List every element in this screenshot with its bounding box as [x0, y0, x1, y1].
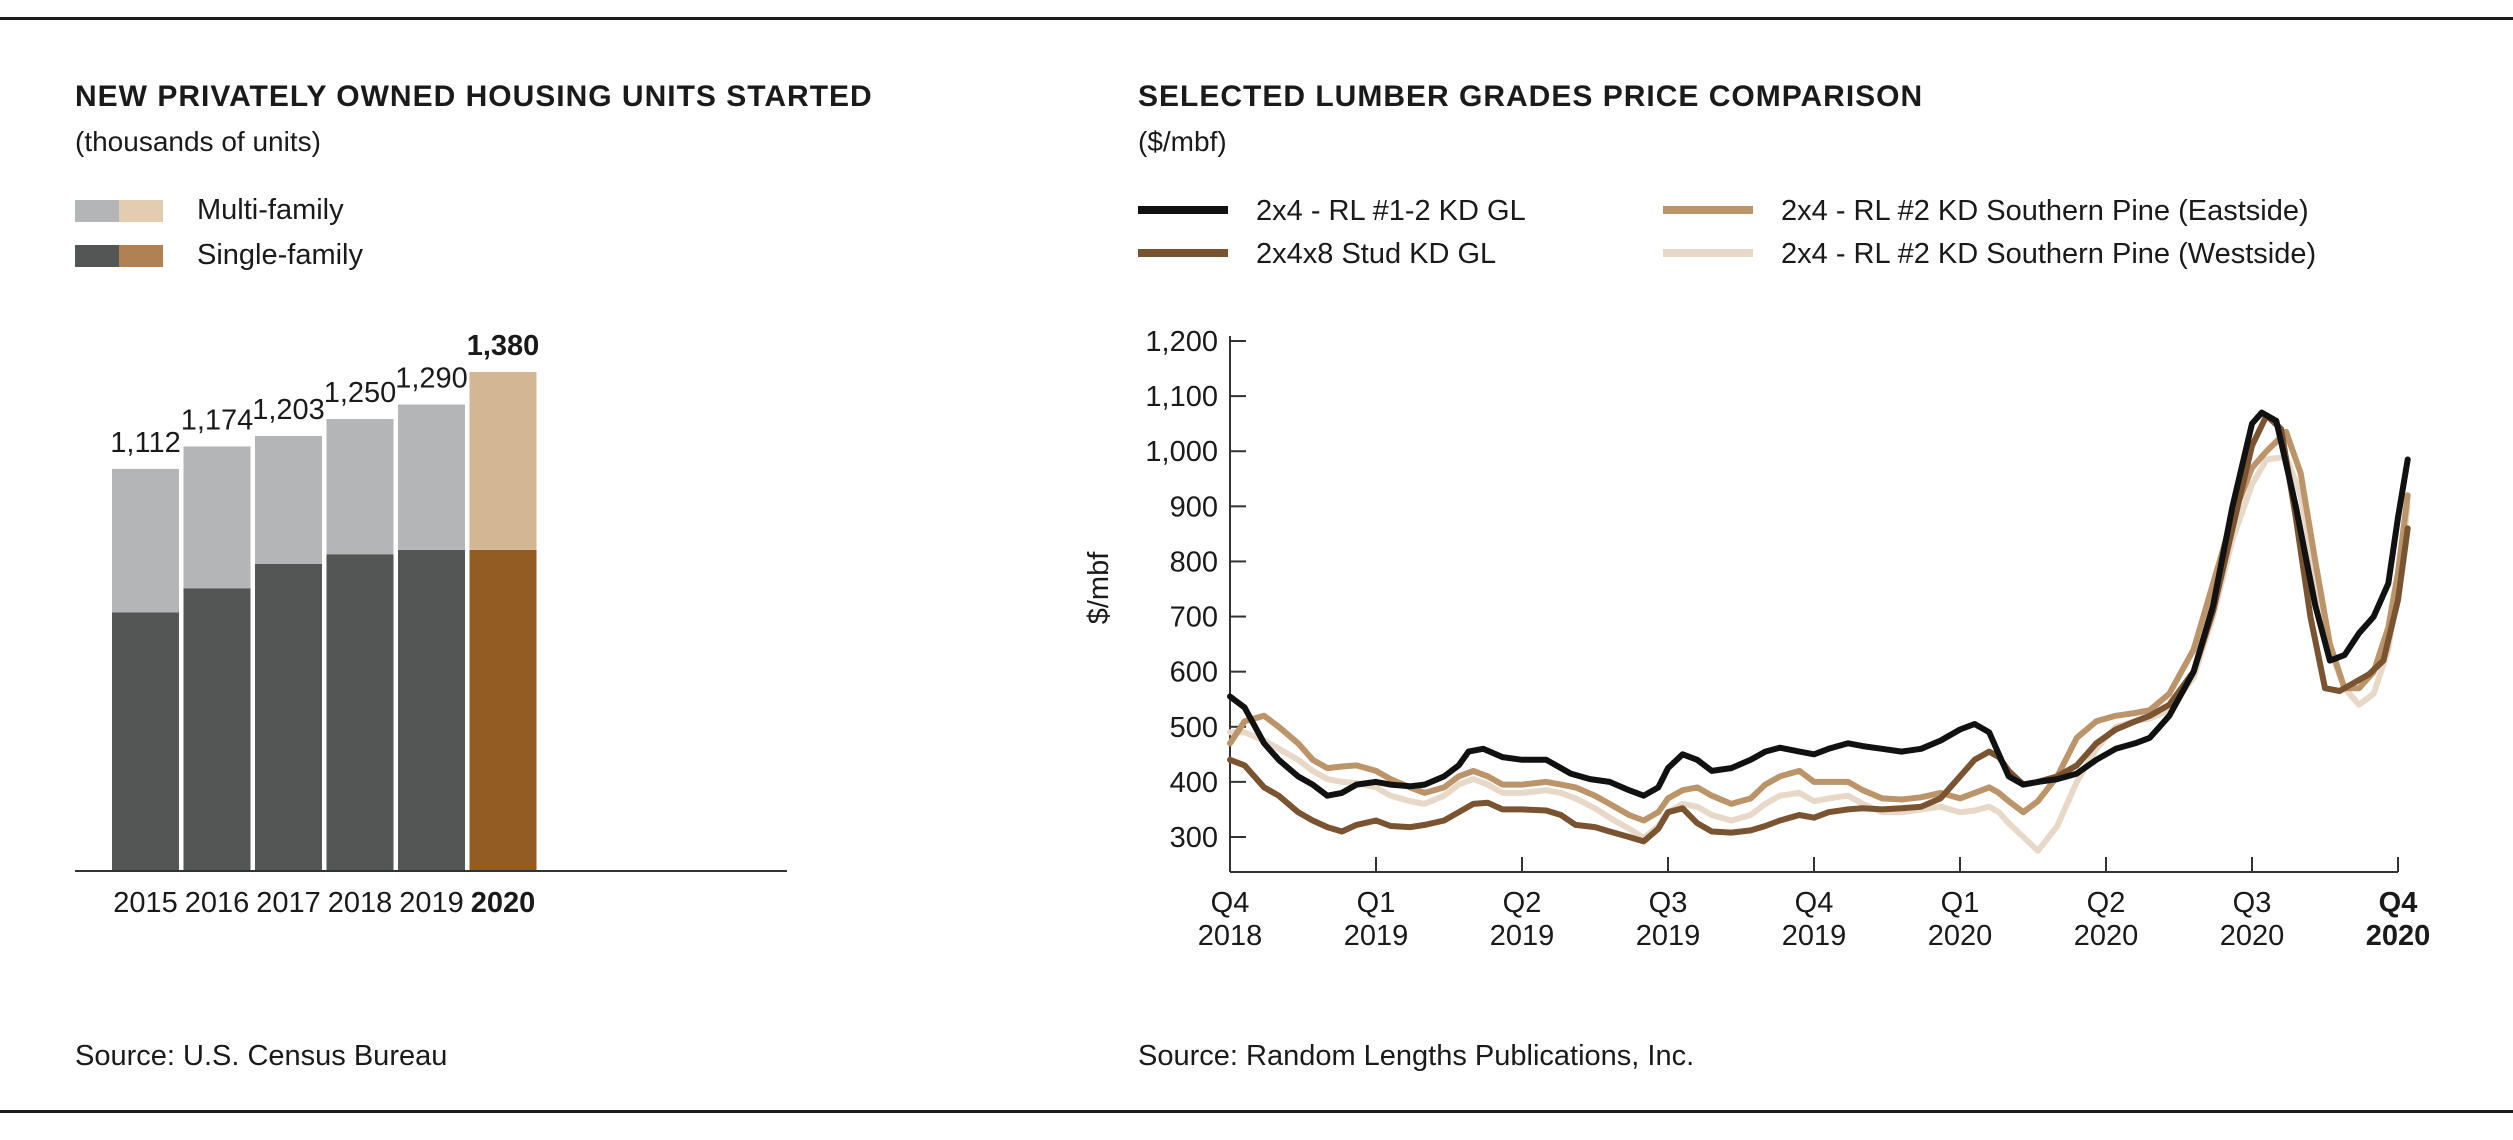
series-line-2 [1227, 428, 2411, 824]
housing-legend: Multi-family Single-family [75, 194, 363, 271]
bar-multi-2020 [469, 372, 537, 550]
x-tick-quarter-Q3-2019: Q3 [1649, 887, 1688, 919]
x-tick-label-2017: 2017 [256, 887, 321, 919]
x-tick-year-Q2-2019: 2019 [1490, 920, 1555, 952]
legend-swatch-1-a [75, 245, 119, 267]
legend-series-label-0: 2x4 - RL #1-2 KD GL [1256, 195, 1526, 227]
series-line-1 [1227, 412, 2411, 845]
lumber-axes: 1,2001,1001,000900800700600500400300Q420… [1083, 326, 2430, 952]
bar-single-2019 [398, 549, 465, 871]
x-tick-label-2020: 2020 [471, 887, 536, 919]
x-tick-year-Q1-2019: 2019 [1344, 920, 1409, 952]
legend-swatch-0-b [119, 200, 163, 222]
bar-single-2015 [112, 612, 179, 871]
x-tick-year-Q4-2020: 2020 [2366, 920, 2431, 952]
lumber-y-axis-label: $/mbf [1083, 551, 1115, 624]
bottom-rule [0, 1110, 2513, 1113]
x-tick-label-2016: 2016 [185, 887, 250, 919]
legend-label-1: Single-family [197, 239, 363, 271]
x-tick-quarter-Q4-2019: Q4 [1795, 887, 1834, 919]
x-tick-label-2015: 2015 [113, 887, 178, 919]
lumber-chart-title: SELECTED LUMBER GRADES PRICE COMPARISON [1138, 80, 1924, 113]
x-tick-year-Q3-2020: 2020 [2220, 920, 2285, 952]
x-tick-year-Q4-2019: 2019 [1782, 920, 1847, 952]
housing-bars: 1,112 2015 1,174 2016 1,203 2017 1,250 2018 1,29… [110, 330, 539, 919]
x-tick-quarter-Q1-2019: Q1 [1357, 887, 1396, 919]
series-line-0 [1227, 409, 2411, 799]
bar-total-label-2017: 1,203 [252, 394, 325, 426]
y-tick-label-900: 900 [1170, 491, 1218, 523]
x-tick-quarter-Q4-2020: Q4 [2379, 887, 2418, 919]
lumber-lines [1227, 409, 2411, 854]
bar-total-label-2015: 1,112 [110, 427, 180, 459]
y-tick-label-800: 800 [1170, 546, 1218, 578]
bar-total-label-2019: 1,290 [395, 363, 468, 395]
lumber-source: Source: Random Lengths Publications, Inc… [1138, 1040, 1695, 1072]
x-tick-quarter-Q2-2019: Q2 [1503, 887, 1542, 919]
housing-chart-subtitle: (thousands of units) [75, 126, 321, 157]
x-tick-label-2018: 2018 [328, 887, 393, 919]
legend-swatch-0-a [75, 200, 119, 222]
bar-multi-2018 [326, 419, 394, 555]
bar-single-2017 [255, 564, 322, 871]
y-tick-label-1200: 1,200 [1145, 326, 1218, 358]
x-tick-year-Q1-2020: 2020 [1928, 920, 1993, 952]
bar-single-2020 [469, 549, 537, 871]
bar-multi-2016 [183, 446, 251, 589]
legend-swatch-1-b [119, 245, 163, 267]
x-tick-year-Q4-2018: 2018 [1198, 920, 1263, 952]
bar-multi-2017 [255, 436, 322, 565]
top-rule [0, 17, 2513, 20]
legend-series-label-1: 2x4x8 Stud KD GL [1256, 238, 1496, 270]
x-tick-label-2019: 2019 [399, 887, 464, 919]
legend-series-label-2: 2x4 - RL #2 KD Southern Pine (Eastside) [1781, 195, 2309, 227]
bar-multi-2019 [398, 404, 465, 550]
x-tick-quarter-Q1-2020: Q1 [1941, 887, 1980, 919]
y-tick-label-600: 600 [1170, 657, 1218, 689]
y-tick-label-400: 400 [1170, 767, 1218, 799]
bar-single-2016 [183, 588, 251, 871]
housing-source: Source: U.S. Census Bureau [75, 1040, 448, 1072]
bar-multi-2015 [112, 468, 179, 613]
legend-series-label-3: 2x4 - RL #2 KD Southern Pine (Westside) [1781, 238, 2316, 270]
y-tick-label-1000: 1,000 [1145, 436, 1218, 468]
lumber-chart-subtitle: ($/mbf) [1138, 126, 1227, 157]
x-tick-year-Q3-2019: 2019 [1636, 920, 1701, 952]
bar-single-2018 [326, 554, 394, 871]
housing-chart-title: NEW PRIVATELY OWNED HOUSING UNITS STARTE… [75, 80, 873, 113]
x-tick-quarter-Q4-2018: Q4 [1211, 887, 1250, 919]
y-tick-label-300: 300 [1170, 822, 1218, 854]
lumber-legend: 2x4 - RL #1-2 KD GL 2x4x8 Stud KD GL 2x4 -… [1138, 195, 2316, 270]
y-tick-label-500: 500 [1170, 712, 1218, 744]
x-tick-quarter-Q3-2020: Q3 [2233, 887, 2272, 919]
y-tick-label-1100: 1,100 [1145, 381, 1218, 413]
bar-total-label-2016: 1,174 [181, 404, 254, 436]
x-tick-quarter-Q2-2020: Q2 [2087, 887, 2126, 919]
y-tick-label-700: 700 [1170, 602, 1218, 634]
bar-total-label-2018: 1,250 [324, 377, 397, 409]
legend-label-0: Multi-family [197, 194, 344, 226]
x-tick-year-Q2-2020: 2020 [2074, 920, 2139, 952]
bar-total-label-2020: 1,380 [467, 330, 540, 362]
